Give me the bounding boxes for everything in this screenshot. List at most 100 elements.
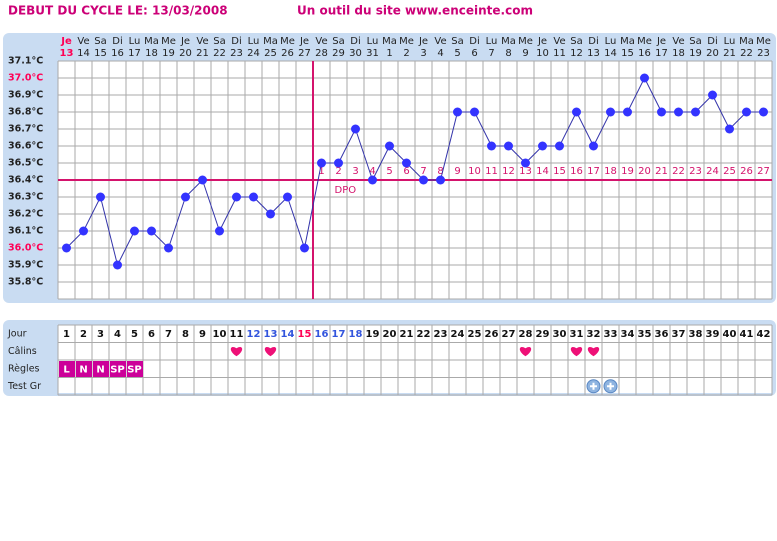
cycle-day: 3 bbox=[97, 329, 104, 340]
dpo-number: 27 bbox=[757, 166, 770, 177]
temperature-point bbox=[640, 73, 649, 83]
date-label: 27 bbox=[298, 48, 311, 59]
weekday-label: Di bbox=[707, 36, 717, 47]
weekday-label: Me bbox=[280, 36, 295, 47]
temperature-point bbox=[419, 175, 428, 185]
dpo-label: DPO bbox=[335, 185, 357, 196]
dpo-number: 21 bbox=[655, 166, 668, 177]
weekday-label: Di bbox=[588, 36, 598, 47]
y-tick-label: 35.8°C bbox=[8, 277, 43, 288]
cycle-day: 28 bbox=[519, 329, 533, 340]
dpo-number: 12 bbox=[502, 166, 515, 177]
weekday-label: Sa bbox=[94, 36, 106, 47]
date-label: 14 bbox=[77, 48, 90, 59]
regles-label: N bbox=[79, 365, 87, 376]
cycle-day: 30 bbox=[553, 329, 567, 340]
y-tick-label: 36.9°C bbox=[8, 90, 43, 101]
heart bbox=[230, 346, 243, 357]
weekday-label: Lu bbox=[486, 36, 498, 47]
weekday-label: Ma bbox=[263, 36, 278, 47]
dpo-number: 9 bbox=[454, 166, 460, 177]
row-label: Câlins bbox=[8, 346, 37, 357]
temperature-point bbox=[674, 107, 683, 117]
cycle-day: 32 bbox=[587, 329, 601, 340]
date-label: 31 bbox=[366, 48, 379, 59]
dpo-number: 2 bbox=[335, 166, 341, 177]
y-tick-label: 36.3°C bbox=[8, 192, 43, 203]
date-label: 18 bbox=[672, 48, 685, 59]
y-tick-label: 36.2°C bbox=[8, 209, 43, 220]
date-label: 23 bbox=[757, 48, 770, 59]
weekday-label: Lu bbox=[367, 36, 379, 47]
cycle-day: 20 bbox=[383, 329, 397, 340]
date-label: 16 bbox=[111, 48, 124, 59]
test-plus bbox=[607, 382, 614, 390]
temperature-point bbox=[181, 192, 190, 202]
regles-label: N bbox=[96, 365, 104, 376]
date-label: 9 bbox=[522, 48, 528, 59]
dpo-number: 20 bbox=[638, 166, 651, 177]
cycle-day: 33 bbox=[604, 329, 618, 340]
weekday-label: Ma bbox=[144, 36, 159, 47]
regles-label: SP bbox=[127, 365, 142, 376]
date-label: 21 bbox=[723, 48, 736, 59]
dpo-number: 25 bbox=[723, 166, 736, 177]
temperature-line bbox=[66, 76, 764, 267]
cycle-day: 27 bbox=[502, 329, 516, 340]
temperature-point bbox=[759, 107, 768, 117]
weekday-label: Je bbox=[299, 36, 309, 47]
dpo-number: 4 bbox=[369, 166, 375, 177]
y-tick-label: 36.0°C bbox=[8, 243, 43, 254]
weekday-label: Sa bbox=[451, 36, 463, 47]
weekday-label: Ve bbox=[196, 36, 208, 47]
subtitle: Un outil du site www.enceinte.com bbox=[297, 4, 533, 18]
date-label: 17 bbox=[128, 48, 141, 59]
weekday-label: Je bbox=[180, 36, 190, 47]
weekday-label: Je bbox=[418, 36, 428, 47]
cycle-day: 19 bbox=[366, 329, 380, 340]
weekday-label: Je bbox=[537, 36, 547, 47]
date-label: 20 bbox=[706, 48, 719, 59]
test-plus bbox=[590, 382, 597, 390]
cycle-day: 40 bbox=[723, 329, 737, 340]
regles-cell bbox=[59, 361, 75, 377]
temperature-point bbox=[334, 158, 343, 168]
temperature-point bbox=[266, 209, 275, 219]
cycle-day: 26 bbox=[485, 329, 499, 340]
weekday-label: Me bbox=[637, 36, 652, 47]
date-label: 21 bbox=[196, 48, 209, 59]
temperature-point bbox=[725, 124, 734, 134]
dpo-number: 11 bbox=[485, 166, 498, 177]
date-label: 19 bbox=[689, 48, 702, 59]
temperature-point bbox=[232, 192, 241, 202]
date-label: 30 bbox=[349, 48, 362, 59]
heart bbox=[264, 346, 277, 357]
date-label: 5 bbox=[454, 48, 460, 59]
temperature-point bbox=[453, 107, 462, 117]
weekday-label: Je bbox=[60, 36, 72, 47]
weekday-label: Ve bbox=[77, 36, 89, 47]
heart bbox=[519, 346, 532, 357]
y-tick-label: 36.8°C bbox=[8, 107, 43, 118]
dpo-number: 15 bbox=[553, 166, 566, 177]
cycle-day: 31 bbox=[570, 329, 584, 340]
cycle-day: 8 bbox=[182, 329, 189, 340]
cycle-day: 10 bbox=[213, 329, 227, 340]
temperature-point bbox=[283, 192, 292, 202]
y-tick-label: 36.4°C bbox=[8, 175, 43, 186]
date-label: 29 bbox=[332, 48, 345, 59]
cycle-day: 7 bbox=[165, 329, 172, 340]
date-label: 15 bbox=[621, 48, 634, 59]
cycle-day: 39 bbox=[706, 329, 720, 340]
cycle-day: 37 bbox=[672, 329, 686, 340]
temperature-point bbox=[62, 243, 71, 253]
date-label: 24 bbox=[247, 48, 260, 59]
regles-cell bbox=[93, 361, 109, 377]
cycle-day: 23 bbox=[434, 329, 448, 340]
dpo-number: 18 bbox=[604, 166, 617, 177]
weekday-label: Sa bbox=[213, 36, 225, 47]
weekday-label: Ma bbox=[620, 36, 635, 47]
weekday-label: Di bbox=[469, 36, 479, 47]
weekday-label: Lu bbox=[248, 36, 260, 47]
